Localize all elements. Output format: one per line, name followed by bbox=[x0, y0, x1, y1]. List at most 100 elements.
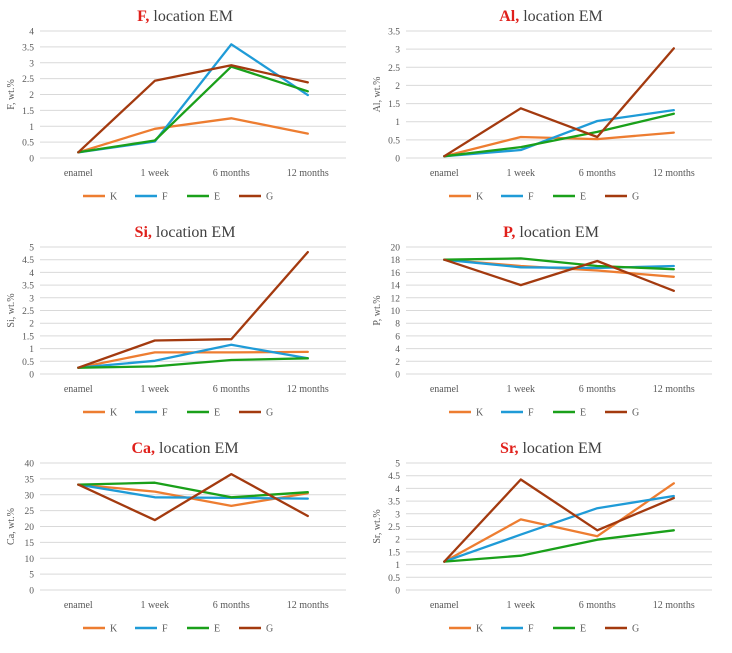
x-tick-label: 1 week bbox=[506, 384, 535, 395]
x-tick-label: 12 months bbox=[287, 600, 329, 611]
y-tick-label: 3.5 bbox=[22, 43, 34, 53]
chart-title: F, location EM bbox=[137, 8, 233, 25]
chart-panel-strontium: Sr, location EM 0 0.5 1 1.5 2 2.5 3 3.5 4 4.5 5 Sr, … bbox=[366, 432, 732, 648]
y-tick-label: 3.5 bbox=[388, 28, 400, 38]
legend-label-K: K bbox=[476, 192, 484, 203]
y-tick-label: 3 bbox=[395, 510, 400, 520]
x-tick-label: 6 months bbox=[579, 168, 616, 179]
legend-label-E: E bbox=[214, 408, 220, 419]
y-tick-label: 2 bbox=[395, 536, 400, 546]
title-element: Al, bbox=[499, 8, 519, 25]
y-tick-label: 3 bbox=[395, 46, 400, 56]
x-tick-label: 1 week bbox=[140, 600, 169, 611]
x-tick-label: enamel bbox=[430, 600, 459, 611]
legend-label-G: G bbox=[266, 408, 273, 419]
series-line-G bbox=[77, 472, 309, 522]
series-line-K bbox=[443, 131, 675, 158]
y-tick-label: 2.5 bbox=[22, 75, 34, 85]
y-tick-label: 2.5 bbox=[388, 64, 400, 74]
legend-label-F: F bbox=[162, 624, 168, 635]
series-line-G bbox=[77, 250, 309, 369]
legend-label-G: G bbox=[632, 624, 639, 635]
y-axis-label: Sr, wt.% bbox=[372, 509, 383, 543]
y-tick-label: 3 bbox=[29, 59, 34, 69]
legend-label-E: E bbox=[214, 192, 220, 203]
title-element: Sr, bbox=[500, 440, 519, 457]
series-line-E bbox=[77, 65, 309, 154]
y-tick-label: 10 bbox=[391, 307, 401, 317]
y-axis-label: Al, wt.% bbox=[372, 77, 383, 113]
x-tick-label: enamel bbox=[64, 168, 93, 179]
y-axis-label: Ca, wt.% bbox=[6, 508, 17, 545]
y-tick-label: 0 bbox=[395, 155, 400, 165]
y-tick-label: 1 bbox=[29, 345, 34, 355]
x-tick-label: 12 months bbox=[653, 384, 695, 395]
series-line-G bbox=[77, 64, 309, 154]
y-tick-label: 1.5 bbox=[388, 548, 400, 558]
y-tick-label: 4.5 bbox=[388, 472, 400, 482]
y-tick-label: 3 bbox=[29, 294, 34, 304]
title-location: location EM bbox=[519, 224, 599, 241]
y-tick-label: 20 bbox=[391, 244, 401, 254]
x-tick-label: 1 week bbox=[140, 168, 169, 179]
series-line-G bbox=[443, 47, 675, 158]
x-tick-label: enamel bbox=[64, 600, 93, 611]
y-tick-label: 1 bbox=[395, 561, 400, 571]
y-tick-label: 2.5 bbox=[388, 523, 400, 533]
y-tick-label: 5 bbox=[29, 571, 34, 581]
y-tick-label: 0 bbox=[395, 587, 400, 597]
series-line-F bbox=[443, 494, 675, 563]
chart-title: Si, location EM bbox=[135, 224, 236, 241]
chart-title: Sr, location EM bbox=[500, 440, 602, 457]
series-line-E bbox=[77, 357, 309, 369]
chart-svg: Si, location EM 0 0.5 1 1.5 2 2.5 3 3.5 4 4.5 5 Si, … bbox=[6, 224, 346, 419]
x-tick-label: 6 months bbox=[579, 600, 616, 611]
chart-panel-silicon: Si, location EM 0 0.5 1 1.5 2 2.5 3 3.5 4 4.5 5 Si, … bbox=[0, 216, 366, 432]
series-line-G bbox=[443, 478, 675, 563]
legend-label-G: G bbox=[266, 624, 273, 635]
y-tick-label: 6 bbox=[395, 332, 400, 342]
y-tick-label: 2 bbox=[29, 91, 34, 101]
y-tick-label: 30 bbox=[25, 491, 35, 501]
x-tick-label: 6 months bbox=[213, 384, 250, 395]
title-element: P, bbox=[503, 224, 515, 241]
legend-label-G: G bbox=[266, 192, 273, 203]
y-tick-label: 0 bbox=[29, 587, 34, 597]
y-tick-label: 1 bbox=[395, 118, 400, 128]
y-tick-label: 40 bbox=[25, 460, 35, 470]
x-tick-label: enamel bbox=[64, 384, 93, 395]
legend-label-G: G bbox=[632, 408, 639, 419]
x-tick-label: 6 months bbox=[213, 600, 250, 611]
y-tick-label: 14 bbox=[391, 282, 401, 292]
y-tick-label: 25 bbox=[25, 507, 35, 517]
x-tick-label: 1 week bbox=[140, 384, 169, 395]
legend-label-E: E bbox=[580, 408, 586, 419]
y-tick-label: 4 bbox=[395, 485, 400, 495]
y-tick-label: 2 bbox=[395, 358, 400, 368]
y-axis-label: Si, wt.% bbox=[6, 293, 17, 327]
y-tick-label: 35 bbox=[25, 475, 35, 485]
series-line-E bbox=[443, 112, 675, 158]
legend-label-F: F bbox=[528, 624, 534, 635]
chart-title: Ca, location EM bbox=[131, 440, 238, 457]
y-axis-label: P, wt.% bbox=[372, 295, 383, 325]
y-tick-label: 2 bbox=[395, 82, 400, 92]
y-tick-label: 8 bbox=[395, 320, 400, 330]
series-line-F bbox=[77, 343, 309, 369]
title-element: F, bbox=[137, 8, 149, 25]
y-tick-label: 0 bbox=[29, 371, 34, 381]
y-tick-label: 0.5 bbox=[388, 136, 400, 146]
legend-label-E: E bbox=[580, 624, 586, 635]
title-location: location EM bbox=[156, 224, 236, 241]
chart-svg: Ca, location EM 0 5 10 15 20 25 30 35 40 Ca, wt.% e… bbox=[6, 440, 346, 635]
x-tick-label: 6 months bbox=[579, 384, 616, 395]
legend-label-F: F bbox=[528, 192, 534, 203]
x-tick-label: 12 months bbox=[653, 168, 695, 179]
x-tick-label: 12 months bbox=[653, 600, 695, 611]
legend-label-F: F bbox=[528, 408, 534, 419]
y-tick-label: 18 bbox=[391, 256, 401, 266]
x-tick-label: 1 week bbox=[506, 600, 535, 611]
legend-label-F: F bbox=[162, 192, 168, 203]
y-tick-label: 1.5 bbox=[22, 332, 34, 342]
y-tick-label: 0.5 bbox=[22, 139, 34, 149]
